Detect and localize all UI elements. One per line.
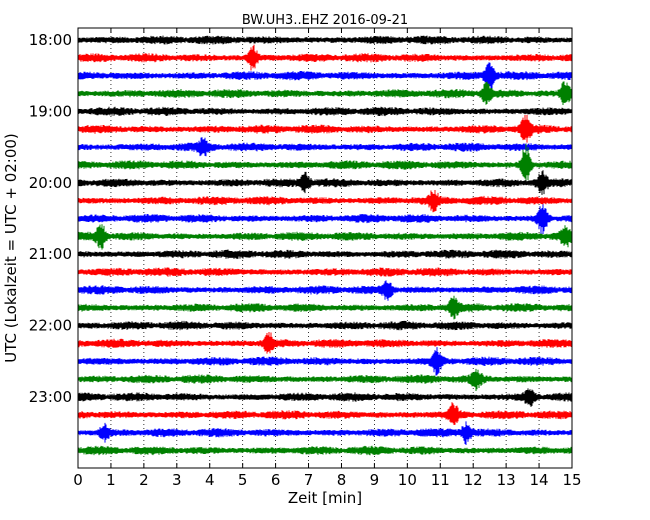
x-tick-label: 7: [304, 471, 314, 489]
x-tick-label: 2: [139, 471, 149, 489]
y-tick-label: 20:00: [29, 174, 72, 192]
x-axis-ticks: 0 1 2 3 4 5 6 7 8 9 10 11 12 13 14 15: [73, 28, 582, 489]
y-tick-label: 19:00: [29, 102, 72, 120]
x-axis-label: Zeit [min]: [288, 489, 362, 507]
x-tick-label: 14: [530, 471, 549, 489]
grid-lines: [110, 28, 540, 468]
x-tick-label: 15: [562, 471, 581, 489]
chart-title: BW.UH3..EHZ 2016-09-21: [242, 13, 408, 28]
y-tick-label: 22:00: [29, 317, 72, 335]
x-tick-label: 13: [497, 471, 516, 489]
y-tick-label: 18:00: [29, 31, 72, 49]
x-tick-label: 0: [73, 471, 83, 489]
x-tick-label: 5: [238, 471, 248, 489]
y-tick-label: 21:00: [29, 245, 72, 263]
x-tick-label: 12: [464, 471, 483, 489]
x-tick-label: 11: [431, 471, 450, 489]
x-tick-label: 4: [205, 471, 215, 489]
y-axis-ticks: 18:00 19:00 20:00 21:00 22:00 23:00: [29, 31, 572, 406]
x-tick-label: 3: [172, 471, 182, 489]
x-tick-label: 6: [271, 471, 281, 489]
x-tick-label: 10: [398, 471, 417, 489]
x-tick-label: 9: [370, 471, 380, 489]
y-axis-label: UTC (Lokalzeit = UTC + 02:00): [2, 133, 20, 363]
x-tick-label: 8: [337, 471, 347, 489]
y-tick-label: 23:00: [29, 388, 72, 406]
x-tick-label: 1: [106, 471, 116, 489]
plot-border: [77, 27, 573, 469]
